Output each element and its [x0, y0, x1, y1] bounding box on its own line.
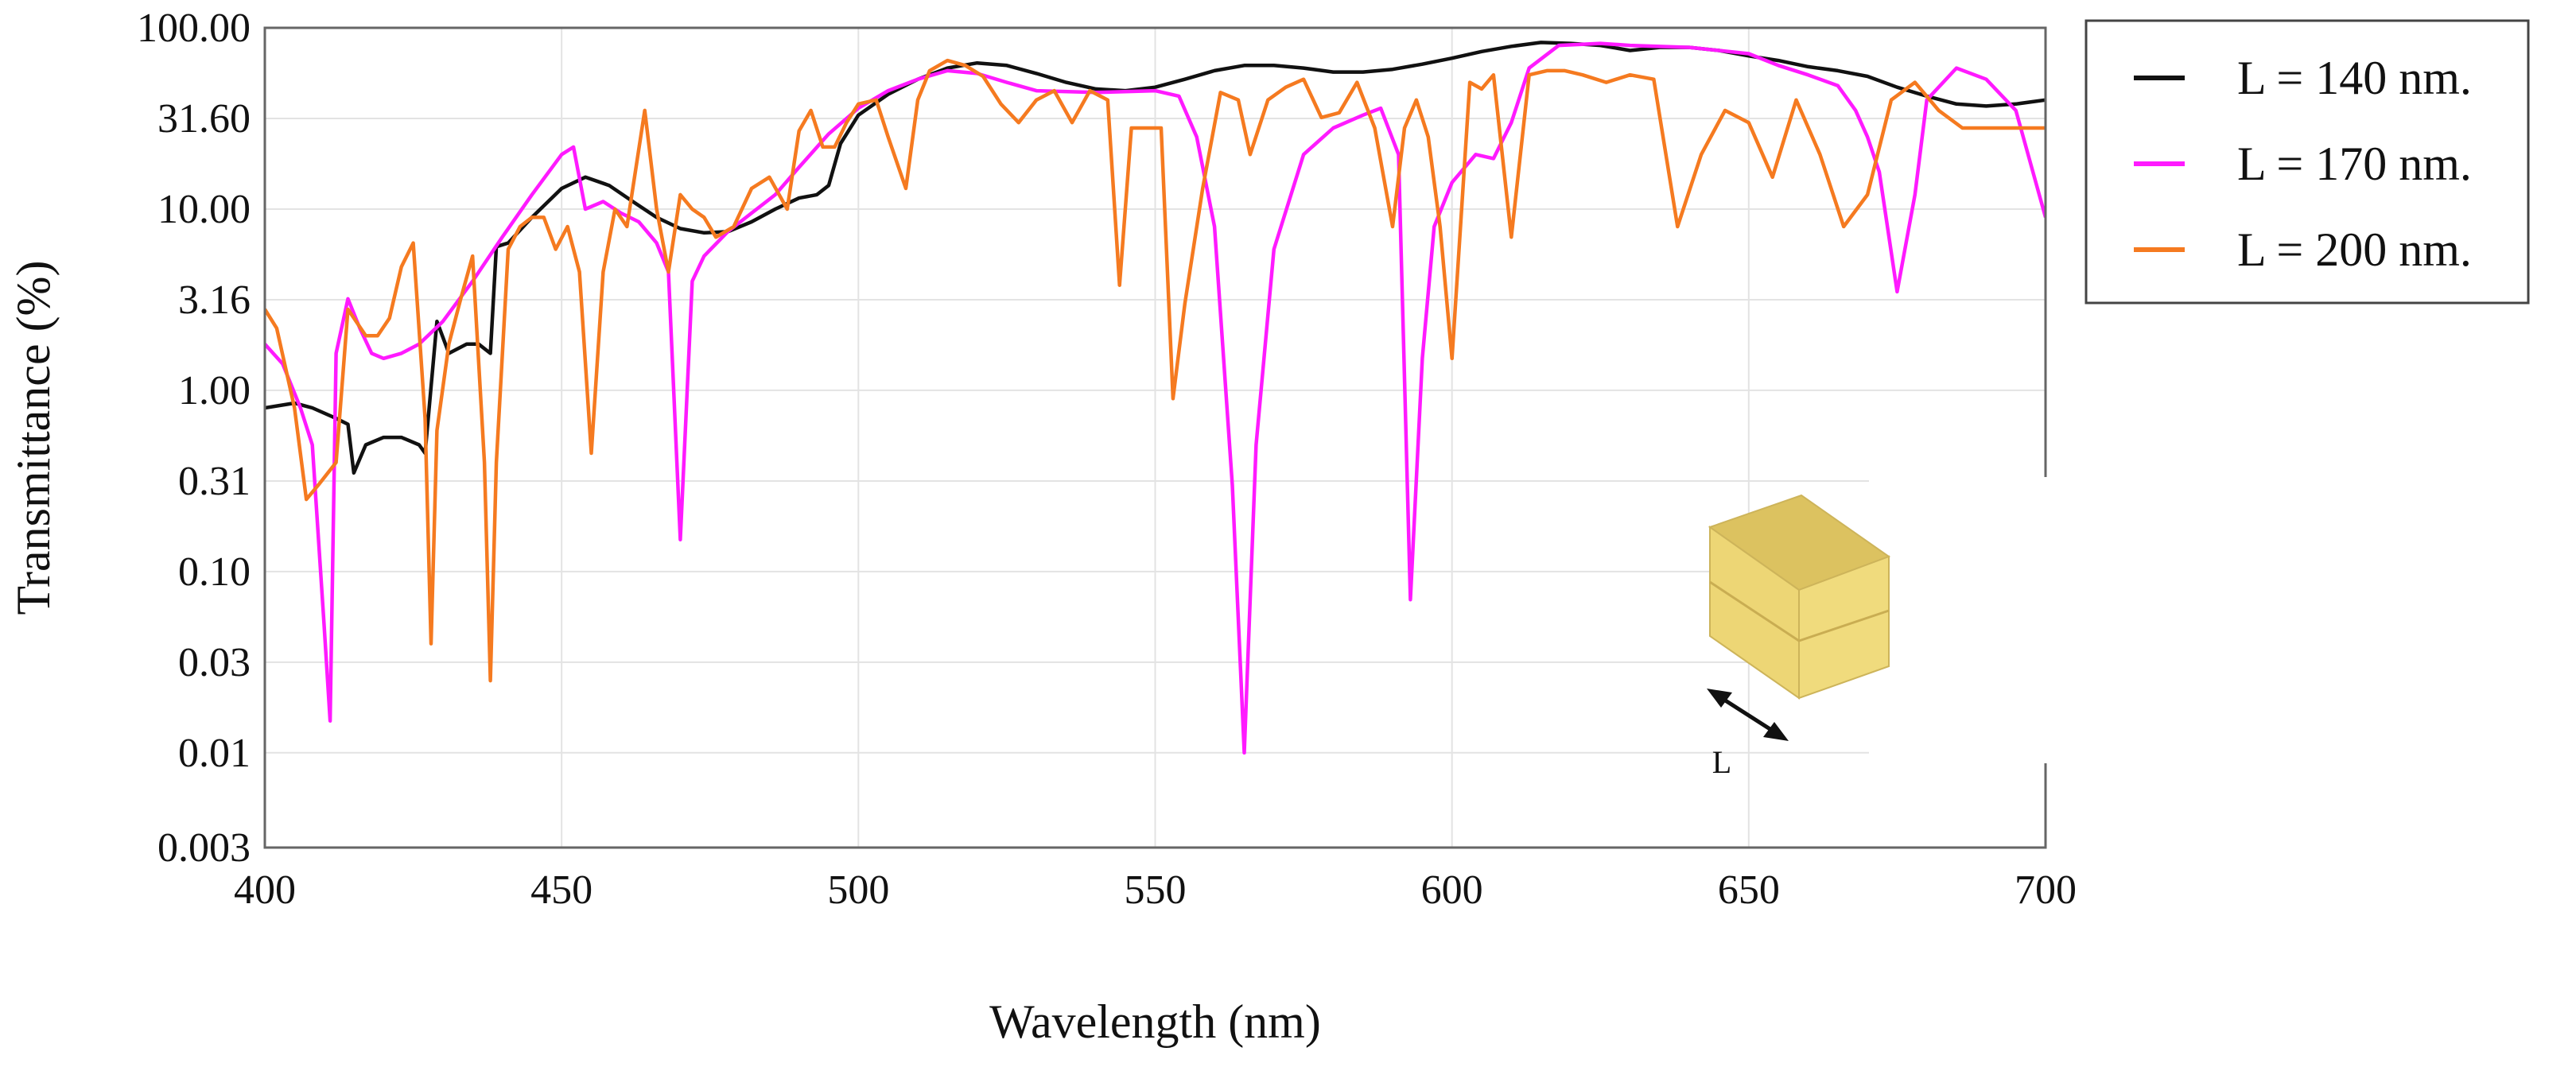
inset-dimension-label: L [1712, 744, 1731, 780]
series-layer [265, 41, 2046, 755]
y-tick-label: 0.03 [178, 640, 251, 685]
x-tick-label: 450 [530, 867, 593, 913]
y-tick-label: 0.10 [178, 549, 251, 595]
y-tick-labels: 0.003 0.01 0.03 0.10 0.31 1.00 3.16 10.00 31.60 1… [137, 6, 251, 871]
x-tick-label: 650 [1718, 867, 1780, 913]
grid-lines [264, 27, 2046, 848]
inset-background [1869, 477, 2108, 763]
x-axis-title: Wavelength (nm) [989, 995, 1321, 1048]
x-tick-label: 500 [827, 867, 889, 913]
x-tick-label: 550 [1125, 867, 1187, 913]
legend-label-2: L = 170 nm. [2237, 138, 2472, 190]
legend-label-3: L = 200 nm. [2237, 223, 2472, 276]
dimension-arrow-line [1716, 693, 1779, 736]
y-tick-label: 0.31 [178, 459, 251, 504]
x-tick-label: 600 [1421, 867, 1483, 913]
y-tick-label: 100.00 [137, 6, 251, 51]
y-tick-label: 3.16 [178, 277, 251, 323]
legend-label-1: L = 140 nm. [2237, 52, 2472, 104]
y-axis-title: Transmittance (%) [7, 260, 60, 615]
plot-frame [263, 26, 2047, 849]
x-tick-label: 400 [234, 867, 296, 913]
y-tick-label: 0.01 [178, 731, 251, 776]
x-tick-label: 700 [2015, 867, 2077, 913]
y-tick-label: 31.60 [157, 96, 251, 142]
x-tick-labels: 400 450 500 550 600 650 700 [234, 867, 2077, 913]
legend: L = 140 nm. L = 170 nm. L = 200 nm. [2085, 19, 2530, 305]
series-line-2 [265, 41, 2046, 755]
cube-inset-icon: L [1707, 477, 2108, 780]
cube-mid-line [1709, 580, 1890, 642]
y-tick-label: 10.00 [157, 187, 251, 232]
dimension-arrow-head-end [1763, 722, 1789, 741]
dimension-arrow-head-start [1707, 689, 1732, 708]
y-tick-label: 1.00 [178, 368, 251, 413]
cube-right-face [1798, 555, 1890, 700]
y-tick-label: 0.003 [157, 825, 251, 871]
series-line-3 [265, 58, 2046, 683]
